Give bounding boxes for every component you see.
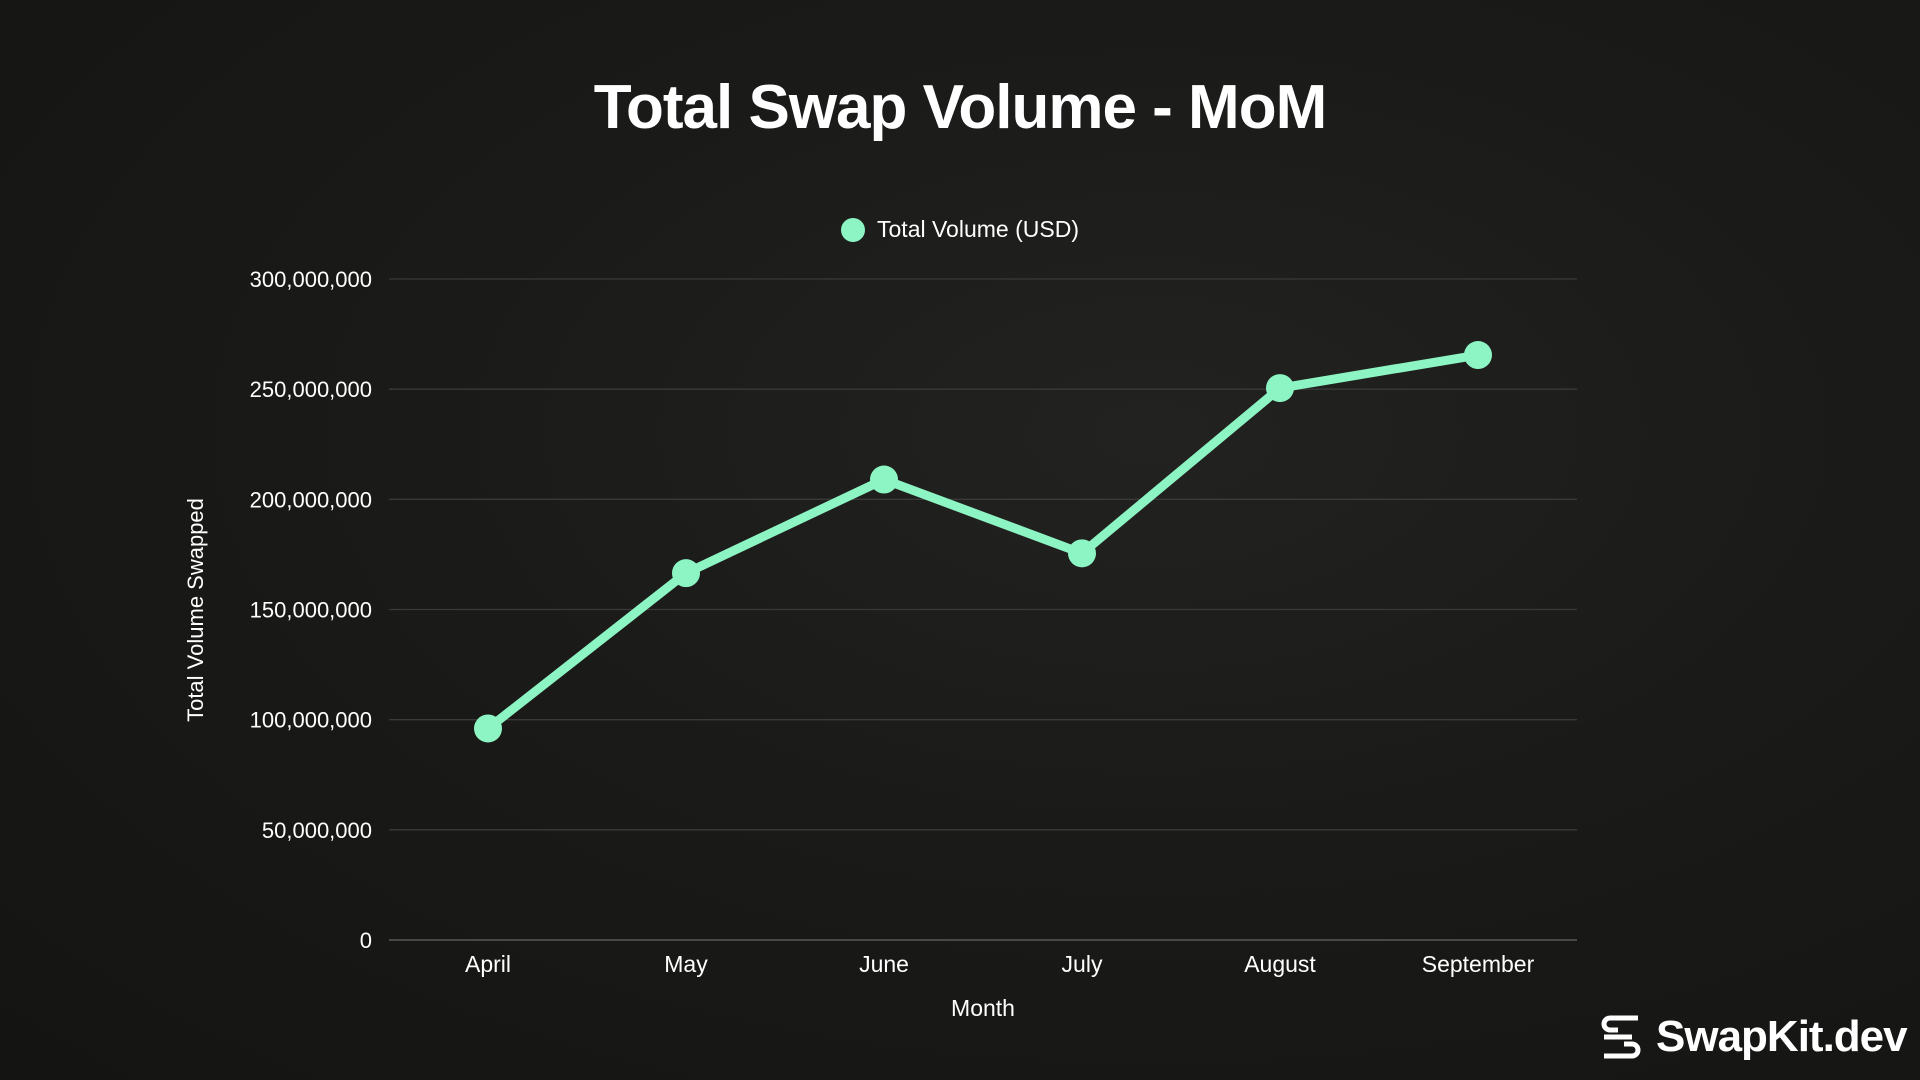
y-tick-label: 300,000,000 (250, 267, 372, 292)
series-line (483, 350, 1483, 733)
swapkit-logo-icon (1601, 1015, 1641, 1059)
y-tick-label: 200,000,000 (250, 487, 372, 512)
chart-title: Total Swap Volume - MoM (593, 73, 1327, 142)
y-tick-label: 150,000,000 (250, 598, 372, 623)
x-tick-label: May (664, 951, 708, 977)
data-point (1068, 539, 1096, 568)
y-tick-label: 100,000,000 (250, 708, 372, 733)
x-axis-label: Month (951, 995, 1015, 1021)
y-tick-label: 50,000,000 (262, 818, 372, 843)
x-tick-label: July (1062, 951, 1103, 977)
x-tick-label: April (465, 951, 511, 977)
y-axis-label: Total Volume Swapped (183, 498, 208, 722)
data-point (672, 559, 700, 588)
swapkit-logo: SwapKit.dev (1600, 1012, 1908, 1062)
legend: Total Volume (USD) (0, 216, 1920, 243)
x-tick-label: June (859, 951, 909, 977)
y-tick-label: 250,000,000 (250, 377, 372, 402)
x-tick-label: August (1244, 951, 1316, 977)
data-point (870, 465, 898, 494)
x-tick-label: September (1422, 951, 1535, 977)
data-point (474, 714, 502, 743)
legend-label: Total Volume (USD) (877, 216, 1079, 242)
brand-name: SwapKit.dev (1656, 1012, 1908, 1061)
legend-marker (841, 217, 866, 242)
data-point (1266, 374, 1294, 403)
data-point (1464, 341, 1492, 370)
y-tick-label: 0 (360, 928, 372, 953)
